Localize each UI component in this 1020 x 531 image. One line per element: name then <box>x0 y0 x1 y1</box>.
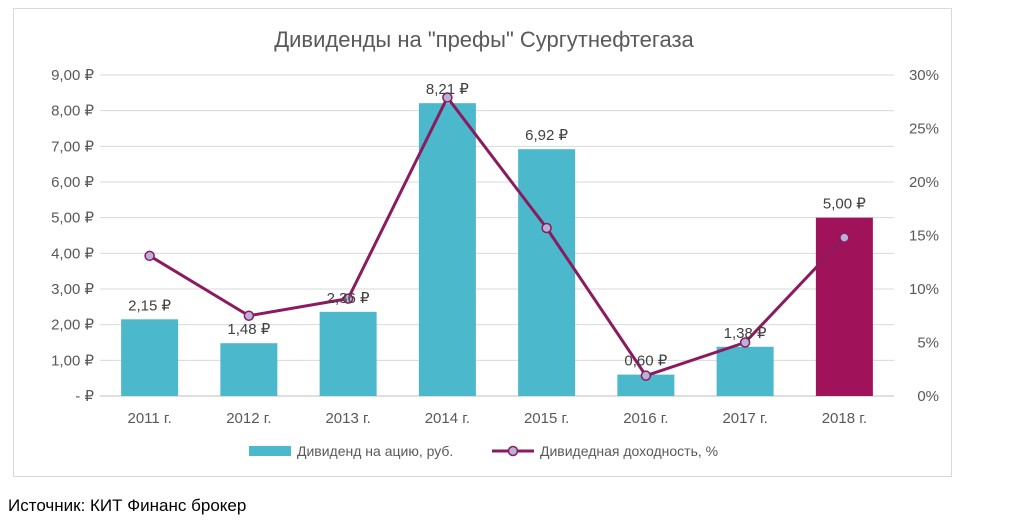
yield-point <box>541 222 552 234</box>
bar <box>418 103 476 396</box>
yield-point <box>739 337 751 348</box>
data-labels: 2,15 ₽ 1,48 ₽ 2,36 ₽ 8,21 ₽ 6,92 ₽ 0,60 ₽ 1,38… <box>128 81 866 369</box>
bar <box>617 374 675 396</box>
chart-title: Дивиденды на "префы" Сургутнефтегаза <box>274 27 694 52</box>
bar-data-label: 2,36 ₽ <box>327 290 370 307</box>
y-right-tick-label: 10% <box>909 281 939 298</box>
x-tick-label: 2016 г. <box>623 410 668 427</box>
legend-bar-label: Дивиденд на ацию, руб. <box>297 443 453 459</box>
bar-data-label: 8,21 ₽ <box>426 81 469 98</box>
y-left-tick-label: 8,00 ₽ <box>51 103 94 120</box>
legend-line-marker <box>507 445 519 457</box>
y-axis-left: - ₽ 1,00 ₽ 2,00 ₽ 3,00 ₽ 4,00 ₽ 5,00 ₽ 6,00 ₽ 7… <box>51 67 94 405</box>
gridlines <box>100 74 894 397</box>
bar-series <box>121 103 873 396</box>
chart-svg: Дивиденды на "префы" Сургутнефтегаза 2,1… <box>51 27 939 459</box>
y-right-tick-label: 25% <box>909 121 939 138</box>
legend-line-label: Дивидедная доходность, % <box>540 443 718 459</box>
x-tick-label: 2018 г. <box>822 410 867 427</box>
yield-point <box>640 370 652 381</box>
y-left-tick-label: 1,00 ₽ <box>51 352 94 369</box>
x-tick-label: 2012 г. <box>226 410 271 427</box>
legend-bar-swatch <box>249 446 291 456</box>
y-left-tick-label: 4,00 ₽ <box>51 245 94 262</box>
yield-line <box>148 95 846 378</box>
y-left-tick-label: 3,00 ₽ <box>51 281 94 298</box>
y-right-tick-label: 30% <box>909 67 939 84</box>
yield-point <box>342 293 354 304</box>
y-right-tick-label: 0% <box>917 388 939 405</box>
legend: Дивиденд на ацию, руб. Дивидедная доходн… <box>249 443 718 459</box>
bar-data-label: 5,00 ₽ <box>823 196 866 213</box>
y-left-tick-label: 2,00 ₽ <box>51 317 94 334</box>
y-left-tick-label: 6,00 ₽ <box>51 174 94 191</box>
yield-point <box>442 92 453 103</box>
bar-data-label: 1,48 ₽ <box>227 321 270 338</box>
bar <box>518 149 576 396</box>
bar <box>716 346 774 396</box>
y-left-tick-label: - ₽ <box>75 388 94 405</box>
y-right-tick-label: 20% <box>909 174 939 191</box>
x-tick-label: 2013 г. <box>325 410 370 427</box>
chart-frame: Дивиденды на "префы" Сургутнефтегаза 2,1… <box>13 8 952 477</box>
bar-data-label: 6,92 ₽ <box>525 127 568 144</box>
bar <box>220 343 278 396</box>
bar <box>121 319 179 396</box>
x-tick-label: 2014 г. <box>425 410 470 427</box>
yield-point <box>144 250 155 262</box>
y-right-tick-label: 15% <box>909 228 939 245</box>
line-series <box>144 92 850 381</box>
bar-data-label: 2,15 ₽ <box>128 297 171 314</box>
yield-point <box>243 310 255 321</box>
x-tick-label: 2015 г. <box>524 410 569 427</box>
y-right-tick-label: 5% <box>917 335 939 352</box>
y-axis-right: 0% 5% 10% 15% 20% 25% 30% <box>909 67 939 405</box>
x-axis: 2011 г. 2012 г. 2013 г. 2014 г. 2015 г. 2016 … <box>128 410 868 427</box>
y-left-tick-label: 9,00 ₽ <box>51 67 94 84</box>
bar-data-label: 0,60 ₽ <box>624 353 667 370</box>
y-left-tick-label: 7,00 ₽ <box>51 138 94 155</box>
y-left-tick-label: 5,00 ₽ <box>51 210 94 227</box>
yield-point <box>839 232 850 243</box>
x-tick-label: 2017 г. <box>722 410 767 427</box>
bar-data-label: 1,38 ₽ <box>724 325 767 342</box>
bar <box>319 311 377 396</box>
x-tick-label: 2011 г. <box>128 410 172 427</box>
source-note: Источник: КИТ Финанс брокер <box>8 496 247 515</box>
bar <box>815 217 873 396</box>
